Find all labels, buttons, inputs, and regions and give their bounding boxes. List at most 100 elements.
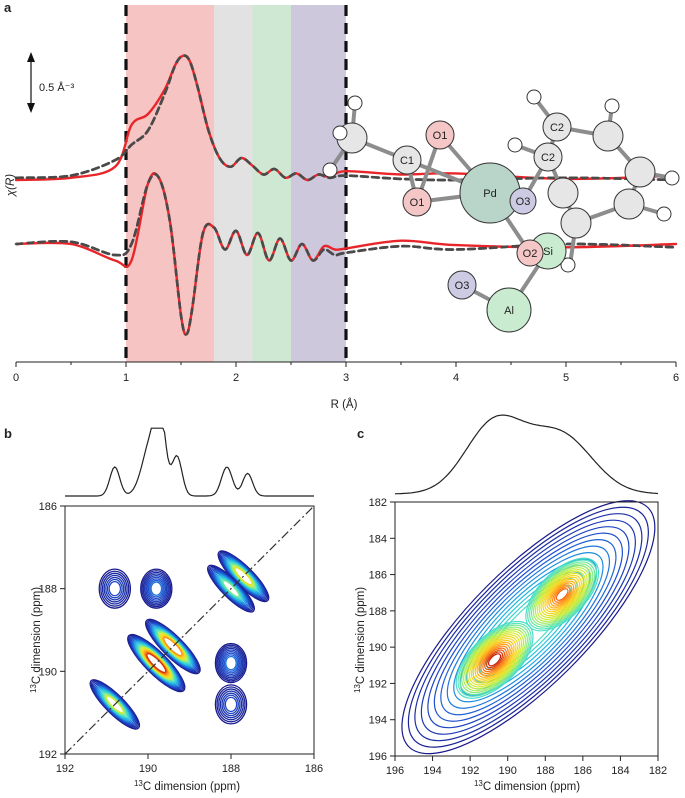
b-peak-5-contour	[146, 576, 167, 601]
c-peak-1-contour	[536, 569, 588, 620]
c-x-tick-label-184: 184	[611, 765, 629, 777]
c-x-tick-label-186: 186	[574, 765, 592, 777]
b-peak-5-contour	[143, 573, 169, 604]
b-frame: 192 190 188 186 186 188 190 192	[39, 501, 324, 775]
b-peak-8-contour	[216, 686, 246, 723]
c-peak-1-contour	[544, 576, 581, 613]
atom-si-label: Si	[543, 246, 553, 258]
c-envelope-contour	[414, 513, 643, 742]
panel-a: Pd O1 O1 C1 C2 C2 O3 Si O2 O3 Al 0 1 2 3 4 5 6 0.5 Å⁻³ χ…	[5, 5, 680, 411]
a-x-tick-label-5: 5	[563, 372, 569, 384]
b-x-tick-label-192: 192	[56, 763, 74, 775]
panel-c: 196 194 192 190 188 186 184 1821821841861881901…	[353, 414, 668, 794]
c-envelope-contour	[440, 539, 617, 716]
b-y-tick-label-192: 192	[39, 749, 57, 761]
atom-h	[507, 137, 523, 153]
b-peak-6-contour	[216, 644, 246, 682]
atom-al	[486, 287, 532, 333]
b-peak-8-contour	[218, 688, 244, 721]
a-x-tick-label-3: 3	[343, 372, 349, 384]
atom-c-ring	[624, 156, 656, 188]
atom-c1	[392, 145, 422, 175]
atom-pd-label: Pd	[483, 188, 496, 200]
c-peak-0-contour	[472, 638, 517, 682]
c-peak-0-contour	[467, 632, 523, 688]
c-x-tick-label-188: 188	[536, 765, 554, 777]
a-scale-bar: 0.5 Å⁻³	[27, 52, 74, 113]
panel-b: 192 190 188 186 186 188 190 192 13C dimension (…	[29, 427, 324, 793]
b-contour-set	[65, 506, 314, 754]
b-peak-6-contour	[219, 649, 243, 677]
c-frame-box	[394, 501, 659, 757]
c-frame: 196 194 192 190 188 186 184 182 182 184 186 188 190 1…	[369, 497, 668, 777]
c-y-tick-label-190: 190	[369, 642, 387, 654]
b-peak-6-contour	[214, 642, 248, 684]
panel-b-label: b	[4, 426, 12, 441]
b-peak-5-contour	[142, 571, 170, 606]
c-envelope-contour	[459, 558, 598, 696]
atom-h	[322, 162, 338, 178]
atom-o2	[516, 239, 544, 267]
atom-c1-label: C1	[400, 155, 414, 167]
c-peak-0-contour	[457, 622, 532, 697]
a-x-tick-label-0: 0	[13, 372, 19, 384]
a-x-axis: 0 1 2 3 4 5 6	[13, 361, 679, 384]
b-peak-7-contour	[105, 576, 125, 601]
a-y-axis-label: χ(R)	[5, 174, 17, 197]
b-peak-6-contour	[221, 650, 241, 676]
b-contours	[65, 506, 314, 754]
c-peak-1-contour	[546, 578, 579, 611]
c-envelope-contour	[446, 545, 611, 709]
a-x-tick-label-1: 1	[123, 372, 129, 384]
c-y-tick-label-184: 184	[369, 533, 387, 545]
b-peak-6-contour	[217, 646, 245, 680]
b-peak-5-contour	[149, 579, 164, 598]
c-peak-1-contour	[531, 563, 594, 626]
b-peak-6-contour	[218, 647, 244, 679]
atom-o1-lower-label: O1	[410, 197, 425, 209]
scale-bar-arrow-up	[27, 52, 35, 62]
c-x-tick-label-190: 190	[499, 765, 517, 777]
c-y-tick-label-186: 186	[369, 570, 387, 582]
atom-o1-upper	[425, 120, 455, 150]
c-peak-0-contour	[487, 653, 502, 667]
b-peak-7-contour	[103, 574, 127, 603]
atom-o1-upper-label: O1	[433, 130, 448, 142]
atom-c-ring	[613, 188, 645, 220]
b-projection	[65, 427, 314, 497]
atom-o2-label: O2	[523, 248, 538, 260]
c-x-tick-label-194: 194	[423, 765, 441, 777]
c-peak-0-contour	[465, 630, 525, 690]
c-peak-0-contour	[482, 647, 507, 673]
c-peak-0-contour	[470, 636, 519, 684]
c-peak-1-contour	[540, 572, 584, 617]
c-y-tick-label-182: 182	[369, 497, 387, 509]
c-x-tick-label-196: 196	[386, 765, 404, 777]
b-peak-7-contour	[100, 570, 130, 607]
a-series-magnitude-fit-	[14, 54, 678, 182]
c-envelope-contour	[479, 577, 578, 677]
c-x-axis-label: 13C dimension (ppm)	[474, 779, 580, 794]
b-x-tick-label-188: 188	[222, 763, 240, 775]
a-x-tick-label-6: 6	[673, 372, 679, 384]
c-peak-1-contour	[532, 565, 592, 624]
b-projection-trace	[65, 427, 314, 497]
b-diagonal	[65, 506, 314, 754]
atom-h	[604, 98, 620, 114]
atom-c2-upper	[542, 112, 572, 142]
c-peak-1-contour	[542, 574, 582, 615]
b-peak-6-contour	[225, 655, 237, 671]
b-peak-8-contour	[219, 690, 243, 719]
a-band-3	[291, 5, 346, 362]
atom-h	[332, 125, 348, 141]
a-fit-window	[124, 5, 348, 362]
c-peak-1-contour	[538, 570, 586, 619]
c-y-tick-label-196: 196	[369, 751, 387, 763]
a-shaded-bands	[126, 5, 346, 362]
atom-h	[664, 170, 680, 186]
atom-al-label: Al	[504, 305, 514, 317]
b-y-tick-label-186: 186	[39, 501, 57, 513]
panel-a-label: a	[4, 0, 12, 15]
c-y-tick-label-194: 194	[369, 715, 387, 727]
b-peak-7-contour	[101, 572, 128, 605]
